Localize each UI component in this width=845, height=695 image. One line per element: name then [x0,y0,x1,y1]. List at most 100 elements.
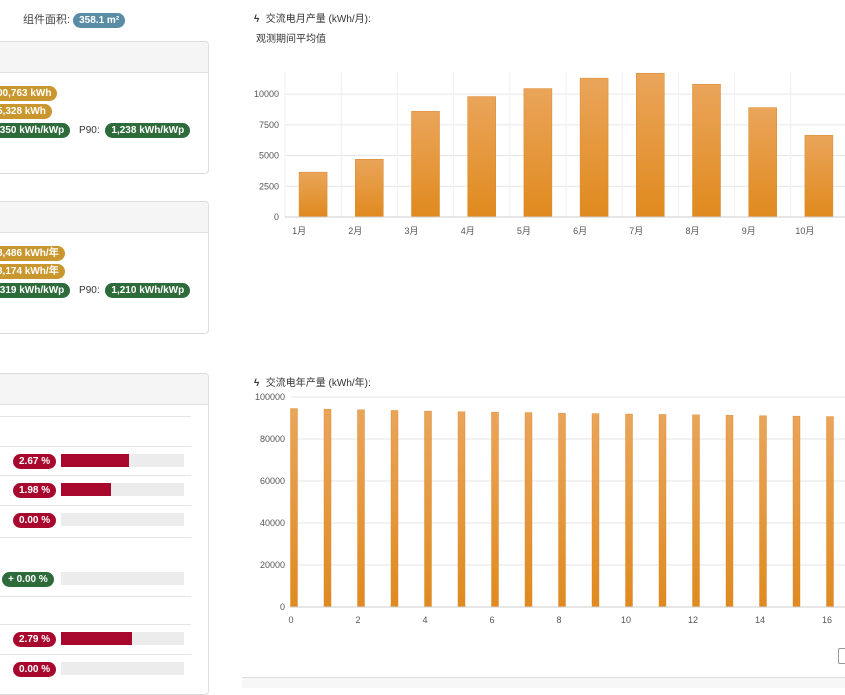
monthly-summary-panel-header [0,42,208,73]
losses-panel: 2.67 % 1.98 % 0.00 % + 0.00 % 2.79 % 0.0… [0,373,209,695]
bar [357,409,365,608]
monthly-chart-title-text: 交流电月产量 (kWh/月): [265,14,371,25]
bar [390,410,399,608]
monthly-total-badge: 00,763 kWh [0,86,58,101]
y-tick-label: 20000 [260,560,285,570]
x-tick-label: 0 [288,615,293,625]
bar [290,408,298,608]
loss-value-badge: 2.79 % [13,632,57,647]
x-tick-label: 3月 [404,226,418,236]
x-tick-label: 9月 [742,226,756,236]
x-tick-label: 8 [556,615,561,625]
loss-row-spacer [0,416,191,445]
bar [355,158,384,218]
bar [558,412,566,608]
bar [804,135,834,218]
loss-row-group-spacer [0,596,191,625]
monthly-second-badge: 5,328 kWh [0,104,52,119]
loss-bar-track [61,572,184,585]
module-area-label: 组件面积: [23,14,71,26]
yearly-p90-badge: 1,210 kWh/kWp [105,283,191,298]
y-tick-label: 0 [280,602,285,612]
bar [467,96,496,218]
x-tick-label: 7月 [629,226,643,236]
yearly-summary-panel-header [0,202,208,233]
x-tick-label: 1月 [292,226,306,236]
bar [748,107,777,218]
bar [424,410,432,608]
yearly-total-badge: 8,486 kWh/年 [0,246,65,261]
y-tick-label: 60000 [260,476,285,486]
x-tick-label: 4 [422,615,427,625]
bar [692,84,721,218]
bottom-panel-edge [242,677,845,688]
bar [298,171,328,218]
yearly-p90-label: P90: [79,285,100,296]
monthly-p90-badge: 1,238 kWh/kWp [105,123,191,138]
x-tick-label: 2月 [348,226,362,236]
y-tick-label: 5000 [259,151,279,161]
loss-bar-track [61,662,184,675]
yearly-second-row: 3,174 kWh/年 [0,264,65,279]
y-tick-label: 7500 [259,120,279,130]
x-tick-label: 10 [621,615,631,625]
bar [826,416,834,608]
loss-row-3: 0.00 % [0,505,191,534]
loss-row-2: 1.98 % [0,475,191,504]
y-tick-label: 2500 [259,181,279,191]
x-tick-label: 6 [489,615,494,625]
loss-value-badge: 0.00 % [13,513,57,528]
loss-row-4: + 0.00 % [0,565,191,593]
module-area-badge: 358.1 m² [73,13,126,28]
yearly-chart-title: ϟ 交流电年产量 (kWh/年): [254,374,371,389]
yearly-total-row: 8,486 kWh/年 [0,246,65,261]
bar [523,88,553,218]
yearly-summary-panel: 8,486 kWh/年 3,174 kWh/年 ,319 kWh/kWp P90… [0,201,209,334]
loss-value-badge: 0.00 % [13,662,57,677]
yearly-specific-row: ,319 kWh/kWp P90: 1,210 kWh/kWp [0,283,191,298]
bar [524,412,533,608]
bar [491,411,499,608]
yearly-second-badge: 3,174 kWh/年 [0,264,65,279]
losses-panel-header [0,374,208,405]
x-tick-label: 6月 [573,226,587,236]
scroll-toggle[interactable] [838,648,845,664]
bar [411,111,440,218]
monthly-total-row: 00,763 kWh [0,86,58,101]
bar [591,413,600,608]
y-tick-label: 100000 [255,392,285,402]
bar [625,413,633,608]
bar [636,72,665,218]
loss-row-1: 2.67 % [0,446,191,475]
loss-bar-fill [61,632,132,645]
bar [725,415,734,608]
loss-value-badge: + 0.00 % [2,572,54,587]
x-tick-label: 5月 [517,226,531,236]
loss-bar-fill [61,483,112,496]
monthly-p90-label: P90: [79,125,100,136]
loss-value-badge: 1.98 % [13,483,57,498]
x-tick-label: 14 [755,615,765,625]
monthly-summary-panel: 00,763 kWh 5,328 kWh ,350 kWh/kWp P90: 1… [0,41,209,174]
bar [323,408,332,608]
yearly-specific-badge: ,319 kWh/kWp [0,283,71,298]
loss-bar-track [61,454,184,467]
bar [692,414,700,608]
module-area-row: 组件面积: 358.1 m² [23,11,126,28]
monthly-chart-title: ϟ 交流电月产量 (kWh/月): [254,10,371,25]
bar [759,415,767,608]
bar [658,414,667,608]
x-tick-label: 10月 [795,226,814,236]
loss-bar-track [61,632,184,645]
loss-row-group-spacer [0,537,191,596]
lightning-bolt-icon: ϟ [254,14,260,25]
bar [579,77,609,218]
x-tick-label: 8月 [685,226,699,236]
monthly-chart-subtitle: 观测期间平均值 [256,34,326,45]
yearly-chart-title-text: 交流电年产量 (kWh/年): [265,378,371,389]
y-tick-label: 0 [274,212,279,222]
loss-bar-track [61,483,184,496]
loss-bar-track [61,513,184,526]
monthly-second-row: 5,328 kWh [0,104,52,119]
monthly-specific-row: ,350 kWh/kWp P90: 1,238 kWh/kWp [0,123,191,138]
